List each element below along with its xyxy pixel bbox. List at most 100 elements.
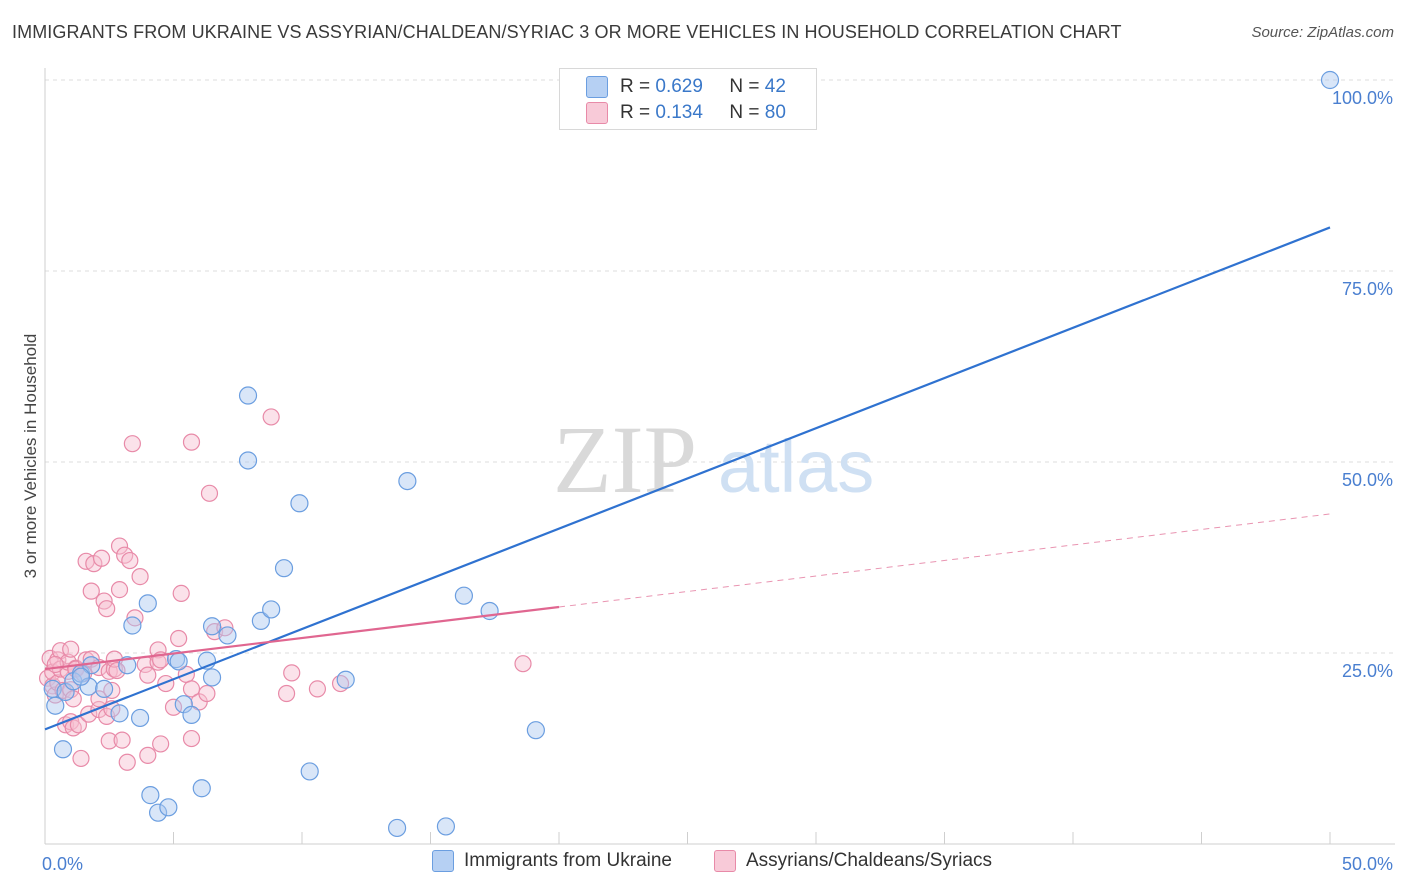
data-point-pink-76: [308, 680, 327, 698]
data-point-pink-77: [331, 674, 350, 693]
legend-item-assyrian[interactable]: Assyrians/Chaldeans/Syriacs: [714, 850, 992, 872]
data-point-pink-17: [64, 719, 82, 737]
data-point-pink-70: [200, 484, 219, 502]
data-point-blue-2: [53, 740, 73, 759]
data-point-blue-34: [387, 818, 407, 838]
data-point-pink-63: [172, 584, 190, 603]
data-point-blue-32: [300, 762, 319, 781]
data-point-pink-73: [262, 408, 280, 426]
series-legend: Immigrants from Ukraine Assyrians/Chalde…: [0, 850, 1406, 880]
data-point-pink-61: [164, 698, 183, 716]
r-value: 0.134: [655, 102, 703, 123]
trend-layer: [44, 226, 1331, 731]
data-point-blue-8: [95, 679, 114, 699]
watermark-atlas: atlas: [718, 425, 874, 508]
data-point-blue-20: [182, 705, 201, 724]
watermark: ZIP atlas: [553, 406, 874, 513]
trendline-blue: [44, 226, 1331, 731]
data-point-blue-11: [130, 708, 150, 728]
r-label: R =: [620, 102, 656, 123]
data-point-pink-16: [64, 690, 82, 708]
data-point-pink-35: [98, 600, 116, 618]
r-label: R =: [620, 76, 656, 97]
data-point-pink-45: [110, 580, 129, 599]
data-point-blue-6: [79, 677, 98, 696]
n-label: N =: [729, 76, 765, 97]
data-point-blue-14: [159, 798, 178, 817]
data-point-pink-50: [123, 435, 141, 453]
data-point-blue-24: [202, 617, 222, 636]
data-point-blue-12: [141, 786, 160, 805]
data-point-blue-33: [336, 670, 355, 689]
data-point-blue-27: [238, 386, 258, 405]
n-label: N =: [729, 102, 765, 123]
data-point-blue-10: [118, 656, 137, 675]
data-point-pink-54: [139, 746, 157, 764]
data-point-blue-41: [1320, 70, 1340, 90]
stats-legend-row-blue: R = 0.629 N = 42: [586, 74, 786, 100]
data-point-pink-62: [170, 629, 188, 648]
data-point-blue-21: [192, 779, 211, 798]
trendline-pink-extension: [558, 513, 1331, 608]
n-value: 80: [764, 102, 786, 123]
data-point-pink-78: [514, 655, 532, 673]
grid-layer: [45, 79, 1395, 654]
source-label: Source: ZipAtlas.com: [1251, 24, 1394, 41]
axis-layer: [44, 68, 1395, 845]
pink-swatch: [586, 102, 608, 124]
x-tick-label: 0.0%: [42, 854, 83, 874]
data-point-pink-38: [100, 732, 118, 750]
y-tick-label: 50.0%: [1342, 470, 1393, 490]
chart-title: IMMIGRANTS FROM UKRAINE VS ASSYRIAN/CHAL…: [12, 22, 1122, 42]
data-point-blue-30: [274, 559, 294, 578]
data-point-blue-28: [251, 611, 270, 631]
data-point-pink-48: [118, 753, 136, 771]
data-point-blue-16: [123, 616, 142, 635]
pink-swatch: [714, 850, 736, 872]
data-point-pink-57: [149, 653, 167, 671]
data-point-pink-59: [152, 735, 170, 753]
data-point-pink-55: [139, 666, 157, 684]
data-point-blue-15: [138, 594, 157, 613]
data-point-blue-35: [398, 472, 417, 491]
data-point-pink-49: [121, 551, 139, 570]
data-point-blue-9: [110, 704, 129, 723]
data-point-blue-39: [526, 721, 545, 740]
stats-legend: R = 0.629 N = 42 R = 0.134 N = 80: [559, 68, 817, 130]
data-point-pink-66: [182, 729, 201, 748]
legend-item-ukraine[interactable]: Immigrants from Ukraine: [432, 850, 672, 872]
data-point-pink-69: [198, 684, 216, 703]
watermark-zip: ZIP: [553, 406, 697, 513]
tick-label-layer: 100.0% 75.0% 50.0% 25.0% 0.0% 50.0%: [42, 88, 1393, 874]
data-point-blue-25: [218, 626, 237, 645]
data-point-pink-44: [110, 537, 129, 555]
data-point-pink-27: [82, 582, 100, 600]
series-blue-points: [43, 70, 1340, 838]
data-point-blue-31: [290, 494, 309, 513]
data-point-blue-23: [202, 668, 222, 687]
y-axis-title: 3 or more Vehicles in Household: [21, 334, 40, 579]
data-point-pink-75: [283, 664, 301, 682]
data-point-pink-46: [113, 731, 131, 749]
blue-swatch: [586, 76, 608, 98]
data-point-pink-13: [62, 640, 80, 658]
data-point-pink-52: [131, 567, 149, 586]
data-point-pink-39: [103, 681, 121, 700]
blue-swatch: [432, 850, 454, 872]
data-point-blue-29: [262, 600, 281, 619]
data-point-pink-22: [72, 749, 90, 768]
n-value: 42: [764, 76, 786, 97]
data-point-blue-18: [169, 652, 188, 671]
data-point-pink-43: [108, 661, 126, 680]
r-value: 0.629: [655, 76, 703, 97]
series-pink-points: [38, 408, 532, 771]
data-point-pink-33: [92, 549, 111, 567]
data-point-pink-65: [182, 680, 201, 698]
data-point-blue-37: [454, 586, 474, 605]
data-point-blue-36: [436, 817, 456, 836]
data-point-blue-26: [238, 451, 258, 470]
data-point-pink-79: [46, 655, 64, 674]
data-point-blue-40: [71, 667, 91, 686]
stats-legend-row-pink: R = 0.134 N = 80: [586, 100, 786, 126]
